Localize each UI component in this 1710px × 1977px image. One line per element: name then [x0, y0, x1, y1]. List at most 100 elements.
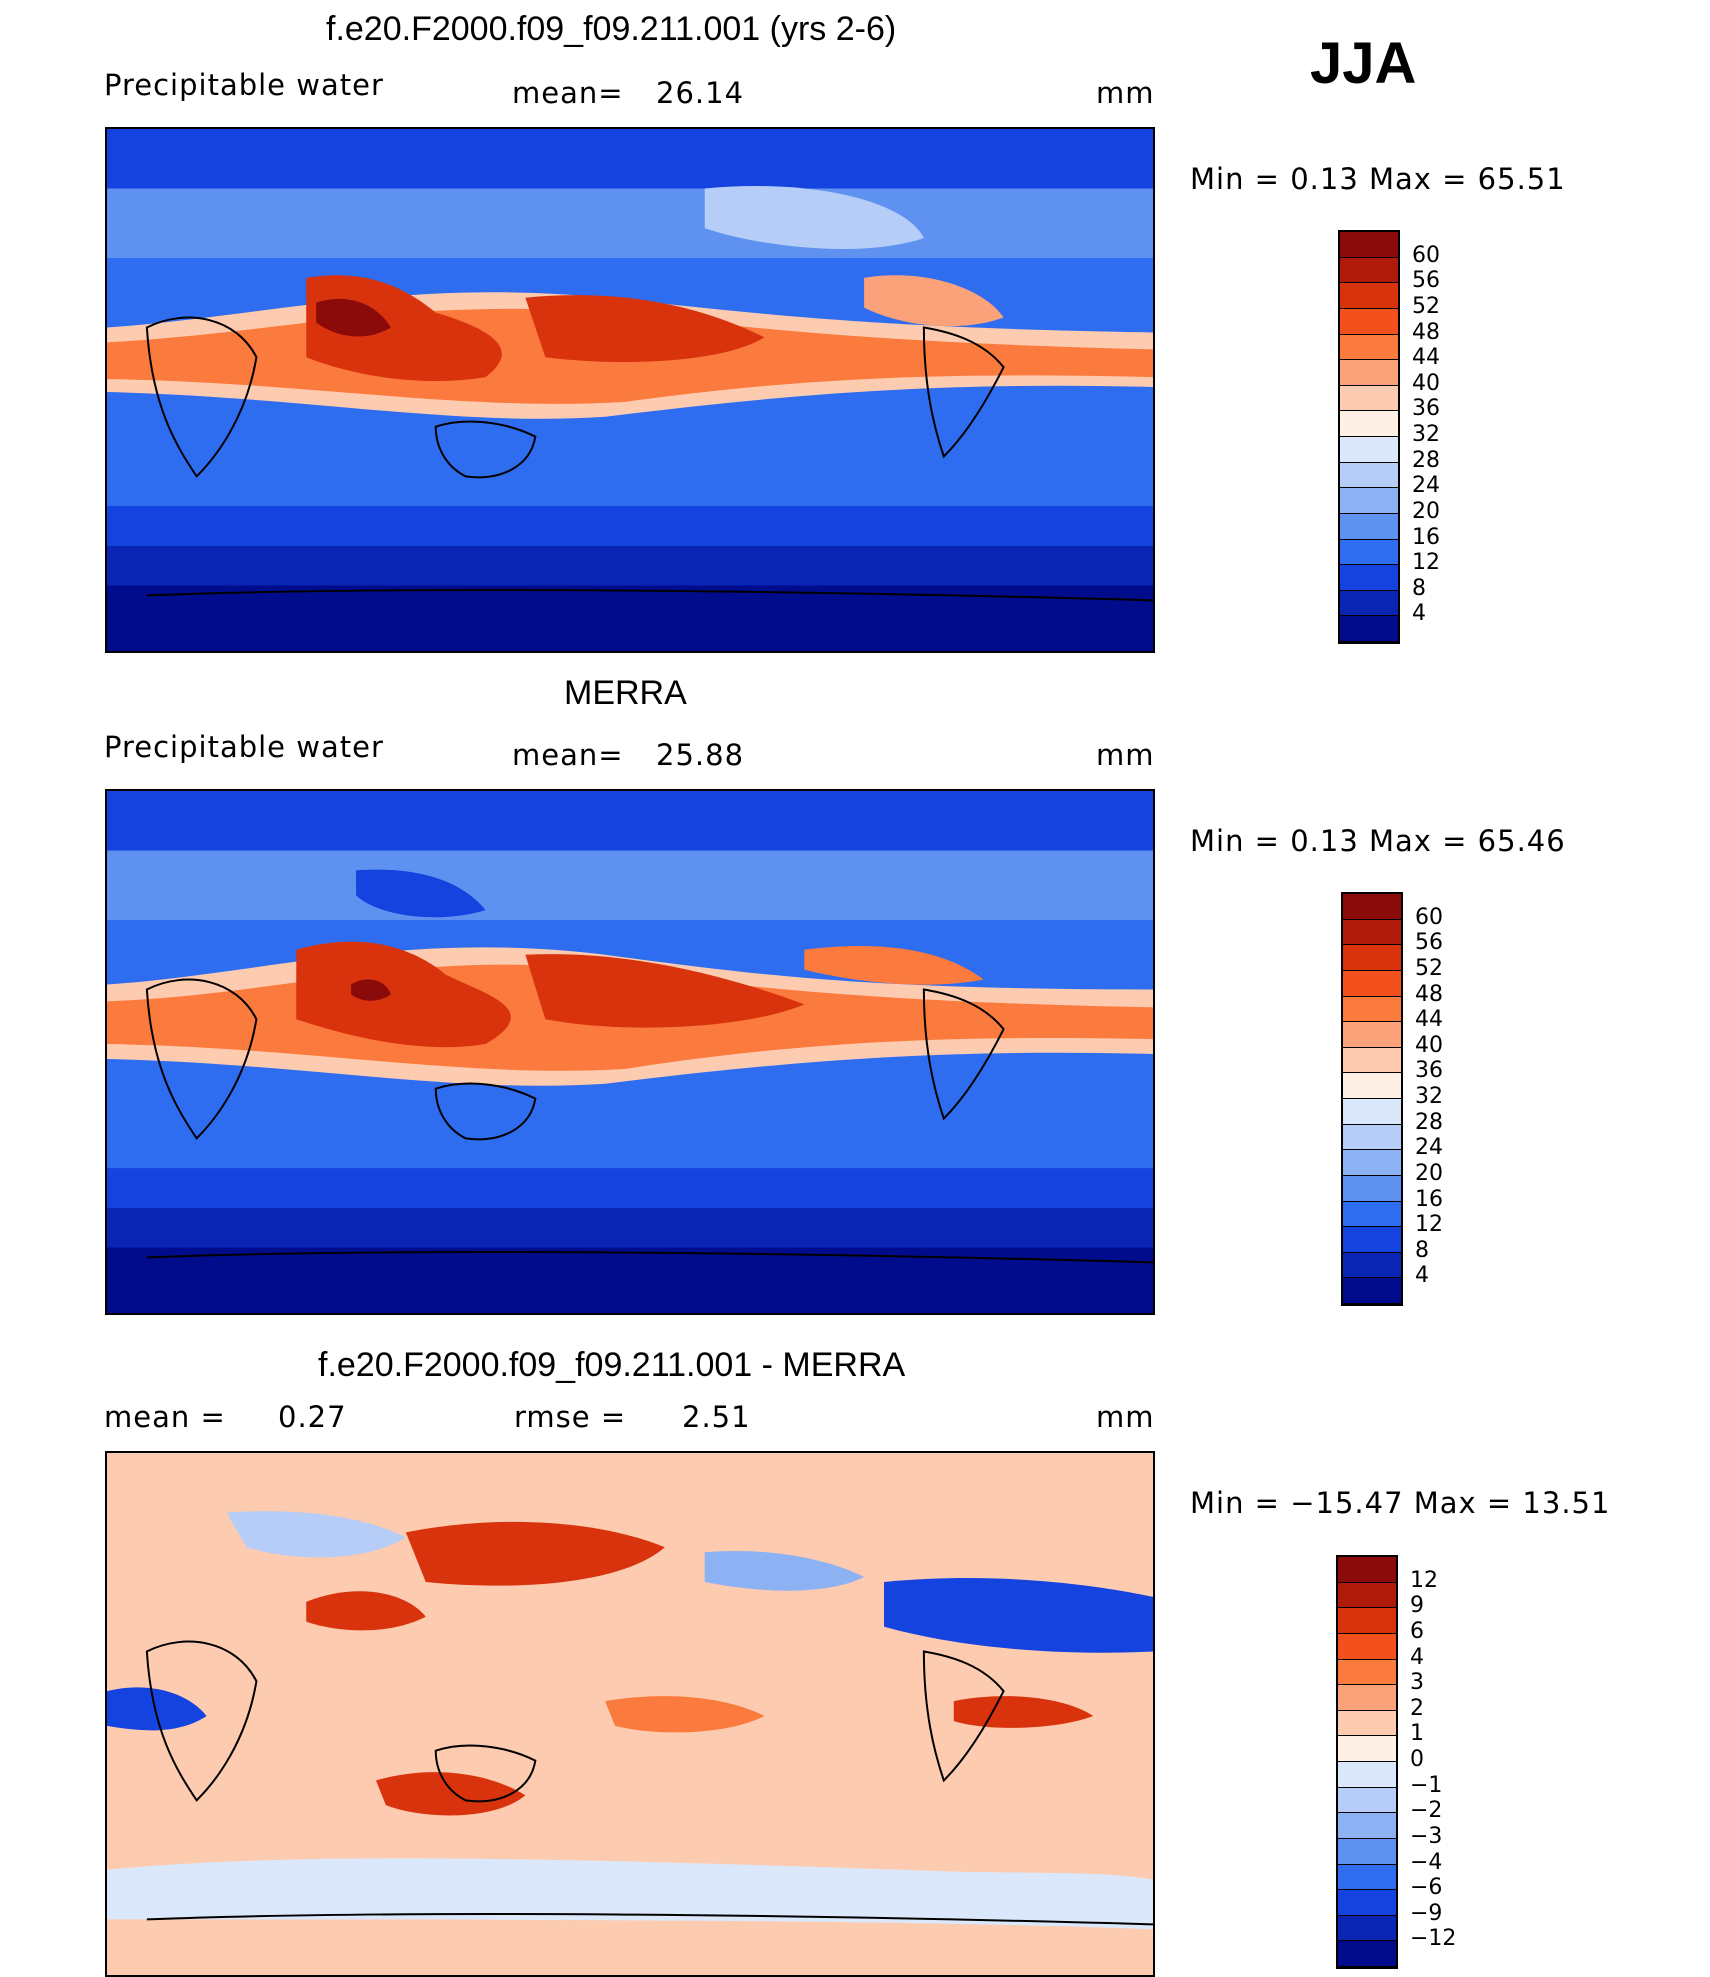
colorbar [1341, 892, 1403, 1306]
map-field [107, 1453, 1153, 1975]
panel-title: f.e20.F2000.f09_f09.211.001 (yrs 2-6) [326, 10, 897, 48]
colorbar-cell [1343, 1099, 1401, 1125]
colorbar-cell [1340, 308, 1398, 335]
mean-label: mean = [104, 1400, 226, 1434]
colorbar-tick-label: 32 [1412, 422, 1440, 447]
colorbar-cell [1343, 1124, 1401, 1151]
colorbar-cell [1340, 539, 1398, 566]
colorbar-tick-label: 48 [1415, 981, 1443, 1007]
panel-title: MERRA [564, 674, 687, 712]
colorbar-tick-label: 28 [1412, 447, 1440, 473]
colorbar-tick-label: 9 [1410, 1593, 1424, 1619]
colorbar-cell [1340, 232, 1398, 258]
colorbar-cell [1338, 1736, 1396, 1762]
colorbar [1336, 1555, 1398, 1969]
colorbar-tick-label: 52 [1415, 955, 1443, 981]
colorbar-cell [1340, 334, 1398, 361]
colorbar-cell [1340, 462, 1398, 489]
colorbar-cell [1343, 1175, 1401, 1202]
colorbar-tick-label: 40 [1415, 1032, 1443, 1058]
colorbar-tick-label: −1 [1410, 1772, 1443, 1798]
colorbar-cell [1343, 1022, 1401, 1048]
colorbar-tick-label: 56 [1415, 930, 1443, 956]
colorbar-cell [1338, 1941, 1396, 1967]
colorbar-cell [1338, 1864, 1396, 1891]
colorbar-tick-label: 4 [1410, 1644, 1424, 1670]
colorbar-tick-label: 8 [1415, 1237, 1429, 1263]
colorbar-tick-label: 60 [1412, 242, 1440, 268]
mean-label: mean= [512, 76, 624, 110]
map-field [107, 791, 1153, 1313]
colorbar-cell [1338, 1762, 1396, 1788]
colorbar-tick-label: 44 [1415, 1007, 1443, 1033]
colorbar-tick-label: 52 [1412, 293, 1440, 319]
rmse-value: 2.51 [682, 1400, 751, 1434]
colorbar-tick-label: 0 [1410, 1747, 1424, 1772]
colorbar-cell [1343, 1252, 1401, 1279]
colorbar-cell [1338, 1557, 1396, 1583]
colorbar-cell [1343, 945, 1401, 971]
colorbar-cell [1343, 894, 1401, 920]
rmse-label: rmse = [514, 1400, 627, 1434]
colorbar-tick-label: −4 [1410, 1849, 1443, 1875]
colorbar-tick-label: 32 [1415, 1084, 1443, 1109]
range-text: Min = 0.13 Max = 65.46 [1190, 824, 1566, 858]
colorbar-tick-label: −3 [1410, 1823, 1443, 1849]
colorbar-cell [1340, 513, 1398, 540]
colorbar-tick-label: 24 [1412, 473, 1440, 499]
colorbar-cell [1343, 919, 1401, 946]
colorbar-tick-label: 12 [1415, 1212, 1443, 1238]
colorbar-cell [1343, 1150, 1401, 1176]
map-plot [105, 127, 1155, 653]
colorbar-cell [1338, 1787, 1396, 1814]
colorbar-cell [1343, 1047, 1401, 1074]
colorbar-tick-label: −6 [1410, 1875, 1443, 1901]
colorbar-tick-label: 20 [1412, 498, 1440, 524]
mean-label: mean= [512, 738, 624, 772]
colorbar-tick-label: 20 [1415, 1160, 1443, 1186]
colorbar-tick-label: 8 [1412, 575, 1426, 601]
colorbar-cell [1338, 1838, 1396, 1865]
colorbar-cell [1338, 1582, 1396, 1609]
colorbar-cell [1338, 1633, 1396, 1660]
units-label: mm [1096, 1400, 1155, 1434]
mean-value: 26.14 [656, 76, 745, 110]
colorbar-cell [1338, 1915, 1396, 1942]
map-plot [105, 789, 1155, 1315]
map-field [107, 129, 1153, 651]
colorbar-tick-label: 24 [1415, 1135, 1443, 1161]
mean-value: 25.88 [656, 738, 745, 772]
map-plot [105, 1451, 1155, 1977]
colorbar-tick-label: 60 [1415, 904, 1443, 930]
colorbar-tick-label: −9 [1410, 1900, 1443, 1926]
units-label: mm [1096, 738, 1155, 772]
colorbar-cell [1338, 1813, 1396, 1839]
colorbar-cell [1340, 411, 1398, 437]
colorbar-cell [1343, 1201, 1401, 1228]
colorbar-tick-label: 4 [1412, 601, 1426, 627]
range-text: Min = 0.13 Max = 65.51 [1190, 162, 1566, 196]
colorbar-cell [1340, 283, 1398, 309]
colorbar-cell [1338, 1710, 1396, 1737]
colorbar-cell [1340, 257, 1398, 284]
colorbar-tick-label: 28 [1415, 1109, 1443, 1135]
colorbar-cell [1340, 565, 1398, 591]
colorbar-cell [1340, 616, 1398, 642]
colorbar-tick-label: −2 [1410, 1798, 1443, 1824]
colorbar-cell [1340, 488, 1398, 514]
mean-value: 0.27 [278, 1400, 347, 1434]
colorbar-cell [1338, 1659, 1396, 1686]
colorbar-cell [1343, 1073, 1401, 1099]
colorbar-tick-label: 12 [1412, 550, 1440, 576]
variable-label: Precipitable water [104, 68, 384, 102]
colorbar-cell [1340, 437, 1398, 463]
colorbar-tick-label: 4 [1415, 1263, 1429, 1289]
colorbar-tick-label: 16 [1412, 524, 1440, 550]
colorbar-tick-label: 16 [1415, 1186, 1443, 1212]
panel-title: f.e20.F2000.f09_f09.211.001 - MERRA [318, 1346, 906, 1384]
colorbar-cell [1343, 1278, 1401, 1304]
colorbar-tick-label: 56 [1412, 268, 1440, 294]
colorbar-tick-label: 1 [1410, 1721, 1424, 1747]
colorbar-tick-label: 44 [1412, 345, 1440, 371]
colorbar-cell [1343, 1227, 1401, 1253]
